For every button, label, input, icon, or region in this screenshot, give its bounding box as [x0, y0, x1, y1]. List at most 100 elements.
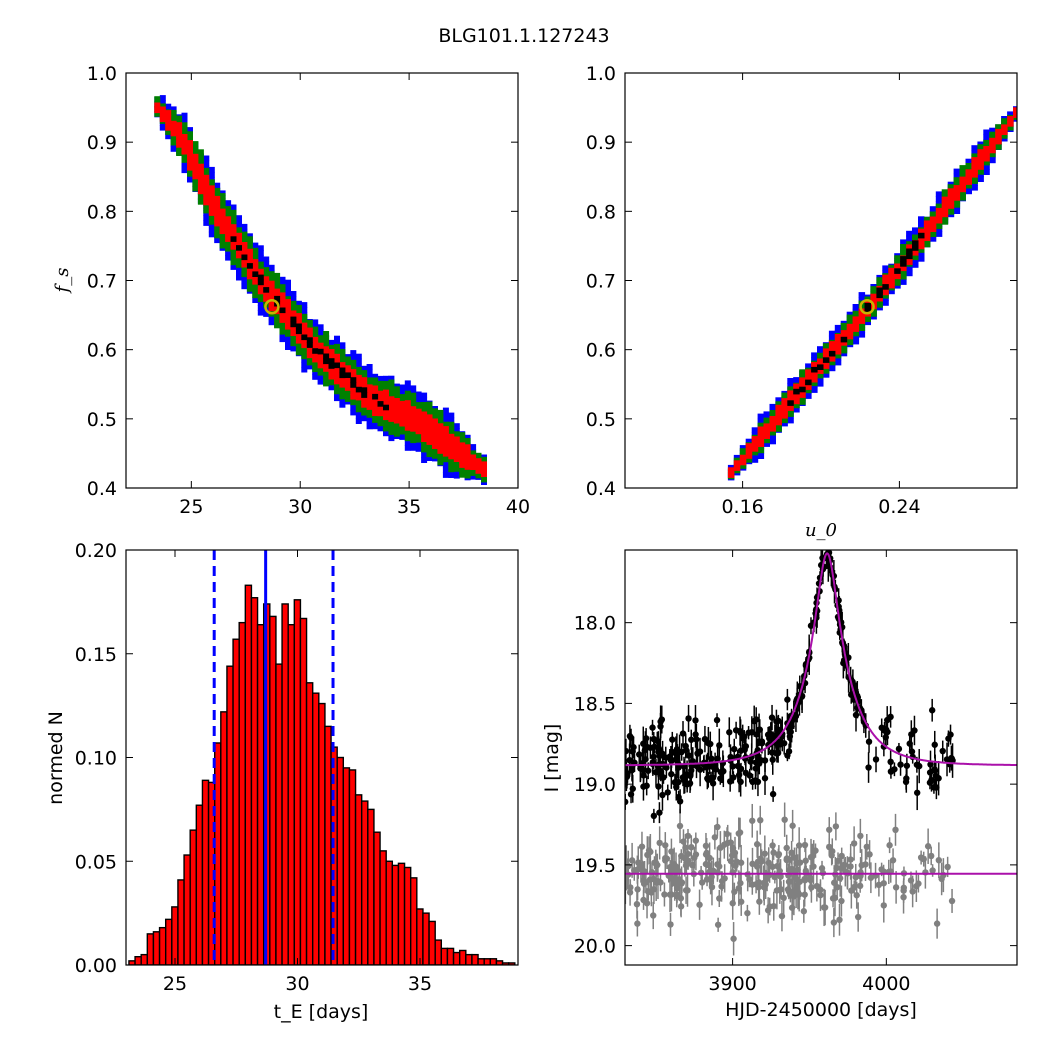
- heatmap-cell: [306, 327, 313, 334]
- heatmap-cell: [448, 466, 455, 473]
- heatmap-cell: [404, 395, 411, 402]
- data-point: [916, 762, 923, 770]
- panel-lightcurve-xlabel: HJD-2450000 [days]: [725, 999, 917, 1021]
- heatmap-cell: [159, 116, 166, 123]
- heatmap-cell: [355, 366, 362, 373]
- data-point: [657, 723, 664, 730]
- data-point: [928, 707, 936, 714]
- heatmap-cell: [187, 145, 193, 151]
- heatmap-cell: [953, 182, 961, 188]
- heatmap-cell: [421, 431, 428, 438]
- heatmap-cell: [295, 300, 302, 307]
- heatmap-cell: [328, 384, 335, 391]
- heatmap-cell: [426, 419, 433, 425]
- data-point: [892, 884, 900, 891]
- heatmap-cell: [170, 110, 177, 116]
- heatmap-cell: [918, 238, 925, 245]
- heatmap-cell: [470, 459, 477, 466]
- data-point: [784, 696, 791, 703]
- data-point: [730, 935, 737, 942]
- heatmap-cell: [977, 164, 984, 170]
- heatmap-cell: [203, 160, 210, 167]
- heatmap-cell: [219, 213, 226, 220]
- heatmap-cell: [828, 365, 836, 372]
- data-point: [865, 764, 872, 771]
- heatmap-cell: [459, 452, 466, 458]
- heatmap-cell: [383, 430, 389, 437]
- panel-lightcurve-ylabel: I [mag]: [541, 724, 563, 793]
- heatmap-cell: [404, 405, 411, 411]
- heatmap-cell: [852, 304, 860, 310]
- heatmap-cell: [941, 196, 949, 203]
- heatmap-cell: [383, 394, 389, 401]
- heatmap-cell: [864, 316, 871, 322]
- heatmap-cell: [983, 155, 990, 162]
- data-point: [872, 756, 880, 763]
- heatmap-cell: [733, 460, 741, 466]
- heatmap-cell: [739, 445, 747, 451]
- heatmap-cell: [421, 441, 428, 448]
- data-point: [761, 775, 769, 782]
- data-point: [931, 741, 938, 748]
- heatmap-cell: [906, 235, 913, 242]
- heatmap-cell: [372, 405, 379, 411]
- heatmap-cell: [459, 437, 466, 443]
- heatmap-cell: [197, 173, 204, 180]
- heatmap-cell: [361, 415, 368, 422]
- heatmap-cell: [464, 459, 471, 465]
- heatmap-cell: [805, 363, 812, 369]
- heatmap-cell: [858, 332, 866, 338]
- heatmap-cell: [852, 321, 860, 327]
- heatmap-cell: [787, 395, 794, 401]
- heatmap-cell: [442, 472, 449, 478]
- data-point: [913, 789, 921, 796]
- heatmap-cell: [339, 348, 346, 355]
- heatmap-cell: [481, 476, 487, 483]
- heatmap-cell: [745, 457, 753, 463]
- heatmap-cell: [241, 223, 248, 230]
- heatmap-cell: [339, 358, 346, 365]
- heatmap-cell: [285, 289, 291, 296]
- heatmap-cell: [263, 281, 270, 287]
- heatmap-cell: [894, 273, 901, 280]
- data-point: [650, 912, 657, 919]
- heatmap-cell: [279, 284, 286, 290]
- heatmap-cell: [817, 346, 824, 352]
- heatmap-cell: [181, 138, 188, 145]
- heatmap-cell: [442, 412, 449, 419]
- heatmap-cell: [941, 211, 949, 218]
- heatmap-cell: [312, 319, 319, 325]
- heatmap-cell: [159, 125, 166, 131]
- heatmap-cell: [225, 255, 232, 261]
- heatmap-cell: [858, 292, 866, 298]
- heatmap-cell: [187, 140, 193, 146]
- histogram-bar: [195, 804, 204, 965]
- heatmap-cell: [383, 420, 389, 427]
- data-point: [865, 738, 873, 745]
- heatmap-cell: [383, 385, 389, 392]
- heatmap-cell: [852, 326, 860, 332]
- heatmap-cell: [995, 128, 1002, 135]
- heatmap-cell: [312, 341, 319, 348]
- heatmap-cell: [864, 319, 871, 326]
- heatmap-black-region: [787, 232, 925, 406]
- data-point: [749, 778, 756, 786]
- heatmap-cell: [900, 265, 907, 272]
- heatmap-cell: [301, 353, 308, 360]
- heatmap-cell: [426, 434, 433, 440]
- heatmap-cell: [971, 157, 978, 163]
- histogram-bar: [434, 939, 443, 965]
- heatmap-cell: [953, 202, 961, 208]
- heatmap-cell: [361, 377, 368, 383]
- histogram-bar: [458, 949, 467, 965]
- x-tick-label: 4000: [862, 973, 910, 995]
- heatmap-cell: [822, 343, 830, 349]
- heatmap-cell: [799, 399, 806, 405]
- heatmap-cell: [900, 268, 907, 275]
- heatmap-cell: [328, 358, 335, 364]
- heatmap-cell: [410, 445, 417, 451]
- histogram-bar: [305, 682, 314, 965]
- heatmap-cell: [236, 215, 242, 221]
- data-point: [788, 849, 795, 856]
- heatmap-cell: [192, 163, 199, 170]
